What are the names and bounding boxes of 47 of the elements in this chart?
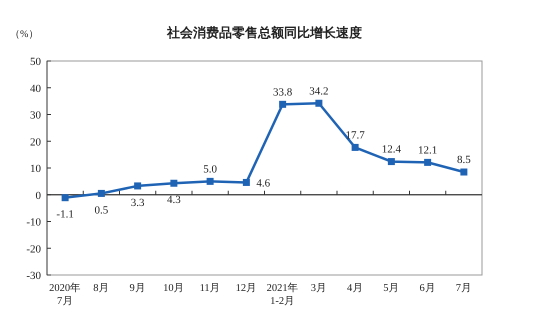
point [388,158,395,166]
point [206,178,214,185]
x-tick-label: 2020年 7月 [49,282,82,307]
point [98,190,105,197]
x-tick-label: 2021年 1-2月 [266,282,299,307]
point [279,100,286,108]
point [352,144,359,151]
text: 34.2 [309,85,328,98]
y-tick-label: 40 [30,82,42,95]
point [315,100,322,107]
point [242,178,250,186]
y-tick-label: -20 [26,243,42,256]
point [170,180,178,187]
y-axis-title: （%） [10,29,38,40]
text: 4.6 [256,177,270,190]
x-tick-label: 6月 [420,282,436,294]
text: 33.8 [273,86,292,98]
y-tick-label: -10 [26,216,42,228]
y-tick-label: 50 [30,56,42,68]
x-tick-label: 12月 [236,282,258,294]
text: 17.7 [346,129,365,142]
x-tick-label: 5月 [383,282,400,294]
chart-title: 社会消费品零售总额同比增长速度 [166,25,362,40]
point [424,158,432,166]
y-tick-label: 10 [30,163,42,175]
x-tick-label: 9月 [130,282,146,294]
text: -1.1 [56,208,74,221]
text: 5.0 [203,163,217,176]
point [460,168,468,176]
x-tick-label: 11月 [200,282,221,294]
x-tick-label: 10月 [163,282,185,294]
x-tick-label: 8月 [93,282,110,294]
text: 3.3 [130,196,144,209]
y-tick-label: 30 [30,110,42,122]
y-tick-label: -30 [26,270,42,282]
text: 12.1 [418,144,438,156]
y-tick-label: 0 [36,190,42,202]
text: 12.4 [382,144,401,156]
point [62,194,69,202]
point [134,182,142,190]
text: 4.3 [167,194,181,206]
x-tick-label: 7月 [456,282,472,294]
text: 8.5 [457,154,471,166]
y-tick-label: 20 [30,136,42,148]
x-tick-label: 4月 [347,282,364,294]
x-tick-label: 3月 [310,282,327,294]
text: 0.5 [94,204,108,216]
